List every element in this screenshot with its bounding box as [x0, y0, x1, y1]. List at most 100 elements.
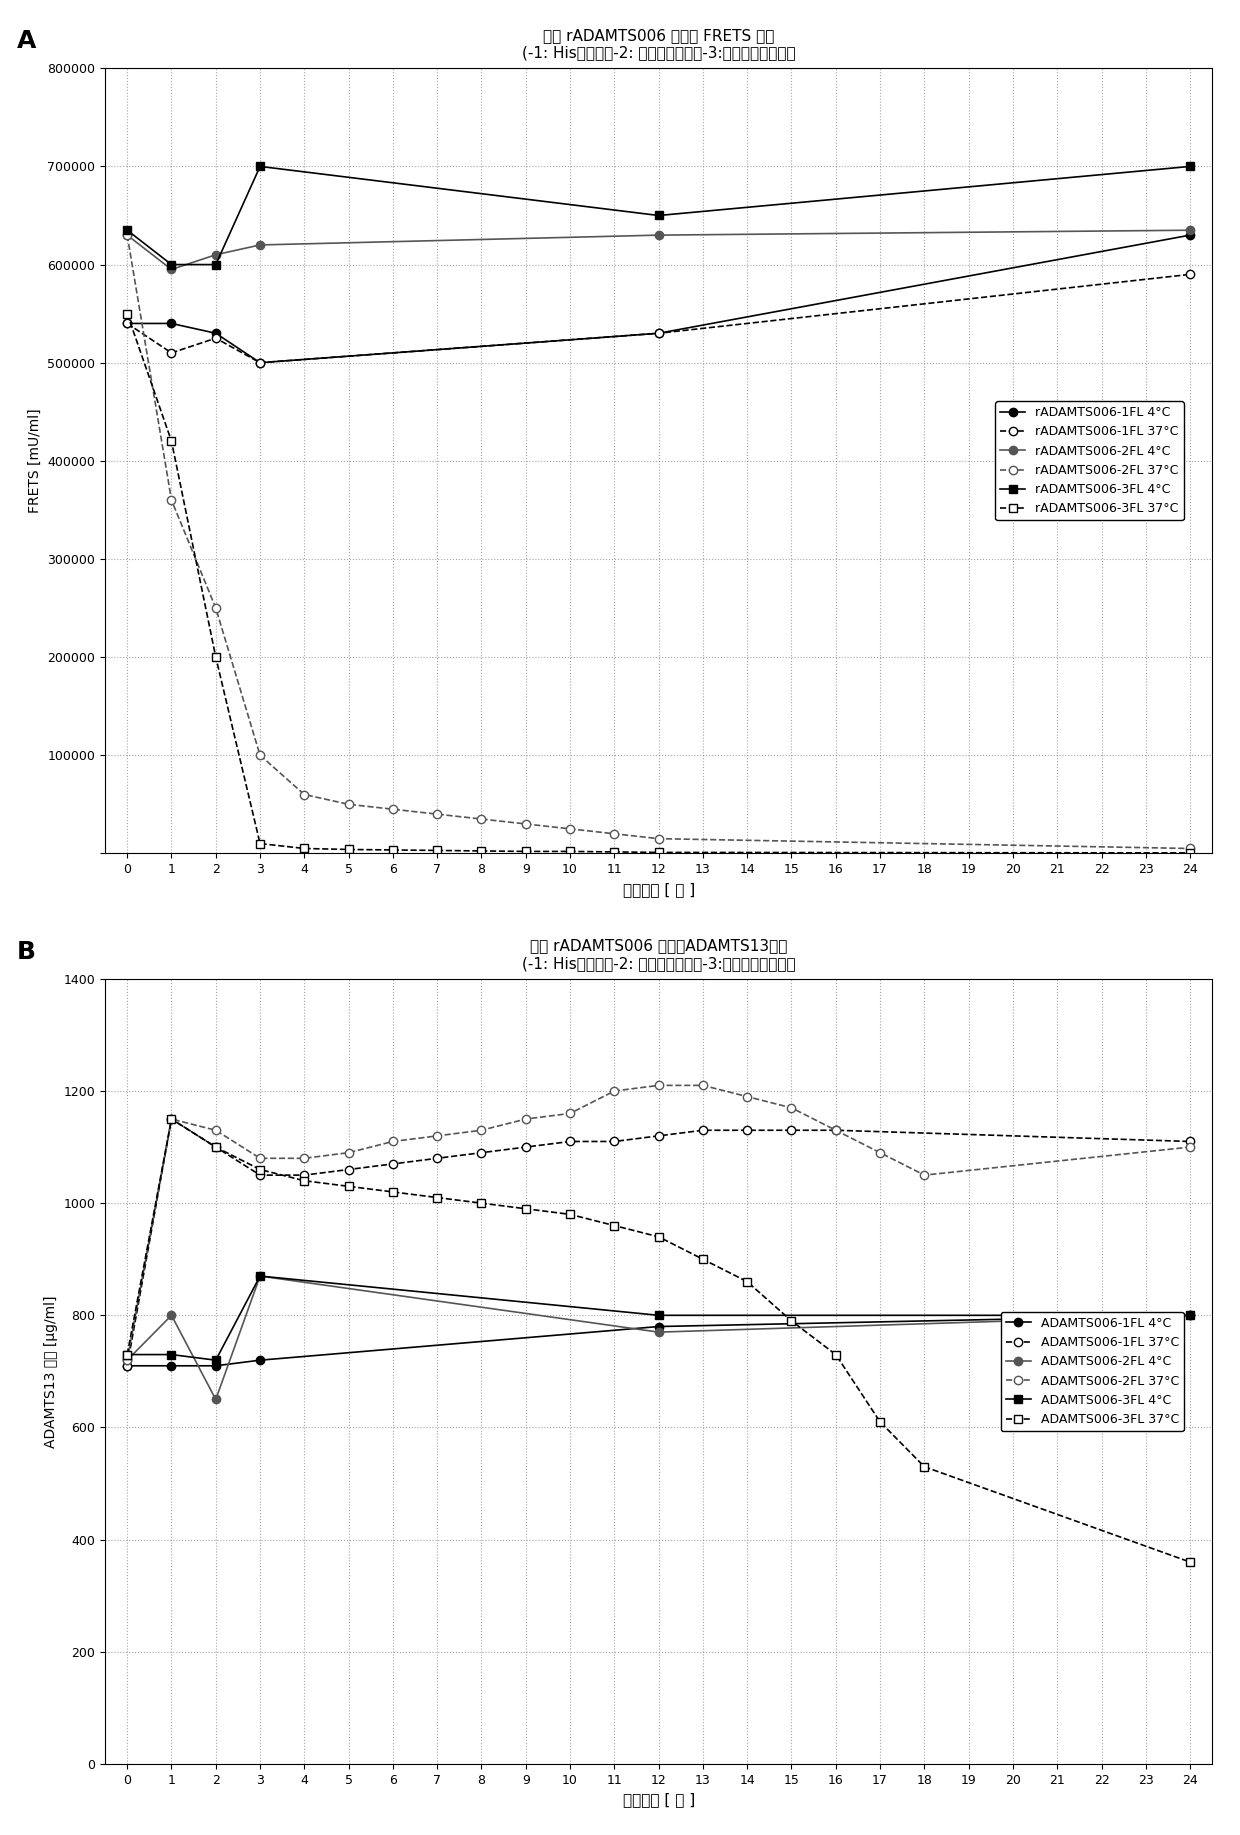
- rADAMTS006-3FL 37°C: [341, 839, 356, 861]
- ADAMTS006-1FL 4°C: [651, 1316, 666, 1338]
- ADAMTS006-2FL 37°C: [253, 1147, 268, 1169]
- ADAMTS006-1FL 37°C: [474, 1141, 489, 1163]
- ADAMTS006-1FL 37°C: [386, 1152, 401, 1174]
- ADAMTS006-3FL 37°C: [296, 1169, 311, 1191]
- ADAMTS006-2FL 37°C: [386, 1130, 401, 1152]
- ADAMTS006-1FL 37°C: [828, 1119, 843, 1141]
- rADAMTS006-1FL 37°C: [1183, 264, 1198, 286]
- Line: ADAMTS006-1FL 37°C: ADAMTS006-1FL 37°C: [123, 1116, 1194, 1371]
- ADAMTS006-1FL 4°C: [164, 1354, 179, 1376]
- rADAMTS006-3FL 37°C: [606, 840, 621, 862]
- Line: ADAMTS006-1FL 4°C: ADAMTS006-1FL 4°C: [123, 1312, 1194, 1371]
- ADAMTS006-1FL 4°C: [253, 1349, 268, 1371]
- ADAMTS006-2FL 4°C: [164, 1305, 179, 1327]
- rADAMTS006-3FL 4°C: [120, 218, 135, 240]
- ADAMTS006-2FL 37°C: [208, 1119, 223, 1141]
- ADAMTS006-1FL 37°C: [784, 1119, 799, 1141]
- rADAMTS006-3FL 4°C: [651, 204, 666, 226]
- rADAMTS006-2FL 37°C: [120, 224, 135, 246]
- ADAMTS006-1FL 37°C: [253, 1163, 268, 1185]
- rADAMTS006-2FL 4°C: [208, 244, 223, 266]
- Line: rADAMTS006-1FL 37°C: rADAMTS006-1FL 37°C: [123, 270, 1194, 367]
- ADAMTS006-1FL 37°C: [740, 1119, 755, 1141]
- rADAMTS006-1FL 4°C: [253, 352, 268, 374]
- Line: ADAMTS006-2FL 4°C: ADAMTS006-2FL 4°C: [123, 1272, 1194, 1404]
- rADAMTS006-1FL 37°C: [120, 312, 135, 334]
- rADAMTS006-1FL 4°C: [208, 323, 223, 345]
- ADAMTS006-1FL 4°C: [120, 1354, 135, 1376]
- rADAMTS006-2FL 37°C: [518, 813, 533, 835]
- ADAMTS006-2FL 37°C: [873, 1141, 888, 1163]
- Line: ADAMTS006-3FL 37°C: ADAMTS006-3FL 37°C: [123, 1116, 1194, 1567]
- ADAMTS006-3FL 4°C: [164, 1343, 179, 1365]
- ADAMTS006-3FL 4°C: [208, 1349, 223, 1371]
- rADAMTS006-2FL 37°C: [1183, 837, 1198, 859]
- ADAMTS006-3FL 37°C: [1183, 1551, 1198, 1573]
- ADAMTS006-3FL 37°C: [341, 1176, 356, 1198]
- Line: ADAMTS006-3FL 4°C: ADAMTS006-3FL 4°C: [123, 1272, 1194, 1365]
- ADAMTS006-2FL 4°C: [651, 1321, 666, 1343]
- rADAMTS006-2FL 37°C: [253, 745, 268, 767]
- X-axis label: 储存时间 [ 周 ]: 储存时间 [ 周 ]: [622, 881, 694, 897]
- ADAMTS006-1FL 37°C: [120, 1354, 135, 1376]
- ADAMTS006-3FL 37°C: [916, 1455, 931, 1477]
- ADAMTS006-1FL 37°C: [208, 1136, 223, 1158]
- rADAMTS006-3FL 4°C: [208, 253, 223, 275]
- Text: B: B: [16, 940, 36, 963]
- ADAMTS006-3FL 37°C: [740, 1270, 755, 1292]
- ADAMTS006-1FL 37°C: [341, 1158, 356, 1180]
- ADAMTS006-3FL 37°C: [474, 1193, 489, 1215]
- ADAMTS006-3FL 37°C: [873, 1411, 888, 1433]
- ADAMTS006-3FL 37°C: [563, 1204, 578, 1226]
- ADAMTS006-2FL 37°C: [518, 1108, 533, 1130]
- rADAMTS006-1FL 4°C: [120, 312, 135, 334]
- rADAMTS006-2FL 37°C: [606, 822, 621, 844]
- rADAMTS006-3FL 4°C: [164, 253, 179, 275]
- ADAMTS006-3FL 37°C: [253, 1158, 268, 1180]
- rADAMTS006-1FL 4°C: [164, 312, 179, 334]
- ADAMTS006-2FL 4°C: [253, 1264, 268, 1286]
- rADAMTS006-3FL 37°C: [1183, 842, 1198, 864]
- rADAMTS006-2FL 37°C: [386, 798, 401, 820]
- rADAMTS006-1FL 37°C: [651, 323, 666, 345]
- ADAMTS006-2FL 37°C: [296, 1147, 311, 1169]
- rADAMTS006-2FL 37°C: [563, 818, 578, 840]
- rADAMTS006-2FL 4°C: [253, 233, 268, 255]
- Line: rADAMTS006-2FL 37°C: rADAMTS006-2FL 37°C: [123, 231, 1194, 853]
- rADAMTS006-1FL 4°C: [651, 323, 666, 345]
- ADAMTS006-3FL 37°C: [164, 1108, 179, 1130]
- rADAMTS006-2FL 37°C: [164, 490, 179, 512]
- rADAMTS006-2FL 4°C: [1183, 218, 1198, 240]
- ADAMTS006-3FL 4°C: [1183, 1305, 1198, 1327]
- rADAMTS006-3FL 37°C: [164, 429, 179, 451]
- ADAMTS006-2FL 37°C: [341, 1141, 356, 1163]
- rADAMTS006-1FL 4°C: [1183, 224, 1198, 246]
- ADAMTS006-1FL 37°C: [606, 1130, 621, 1152]
- ADAMTS006-2FL 37°C: [606, 1081, 621, 1103]
- rADAMTS006-1FL 37°C: [208, 327, 223, 349]
- ADAMTS006-1FL 37°C: [164, 1108, 179, 1130]
- ADAMTS006-2FL 37°C: [474, 1119, 489, 1141]
- ADAMTS006-3FL 4°C: [253, 1264, 268, 1286]
- ADAMTS006-1FL 37°C: [430, 1147, 445, 1169]
- rADAMTS006-2FL 37°C: [341, 793, 356, 815]
- ADAMTS006-3FL 37°C: [606, 1215, 621, 1237]
- Text: A: A: [16, 29, 36, 53]
- ADAMTS006-3FL 37°C: [208, 1136, 223, 1158]
- ADAMTS006-3FL 37°C: [696, 1248, 711, 1270]
- ADAMTS006-1FL 4°C: [1183, 1305, 1198, 1327]
- rADAMTS006-3FL 37°C: [120, 303, 135, 325]
- Y-axis label: ADAMTS13 抗原 [μg/ml]: ADAMTS13 抗原 [μg/ml]: [43, 1296, 58, 1448]
- ADAMTS006-1FL 37°C: [696, 1119, 711, 1141]
- ADAMTS006-3FL 37°C: [518, 1198, 533, 1220]
- ADAMTS006-2FL 37°C: [696, 1073, 711, 1095]
- rADAMTS006-2FL 37°C: [651, 828, 666, 850]
- ADAMTS006-2FL 37°C: [828, 1119, 843, 1141]
- ADAMTS006-2FL 37°C: [164, 1108, 179, 1130]
- ADAMTS006-1FL 37°C: [563, 1130, 578, 1152]
- rADAMTS006-3FL 4°C: [253, 156, 268, 178]
- Line: rADAMTS006-3FL 37°C: rADAMTS006-3FL 37°C: [123, 310, 1194, 857]
- ADAMTS006-1FL 37°C: [651, 1125, 666, 1147]
- rADAMTS006-2FL 37°C: [474, 807, 489, 829]
- Line: rADAMTS006-1FL 4°C: rADAMTS006-1FL 4°C: [123, 231, 1194, 367]
